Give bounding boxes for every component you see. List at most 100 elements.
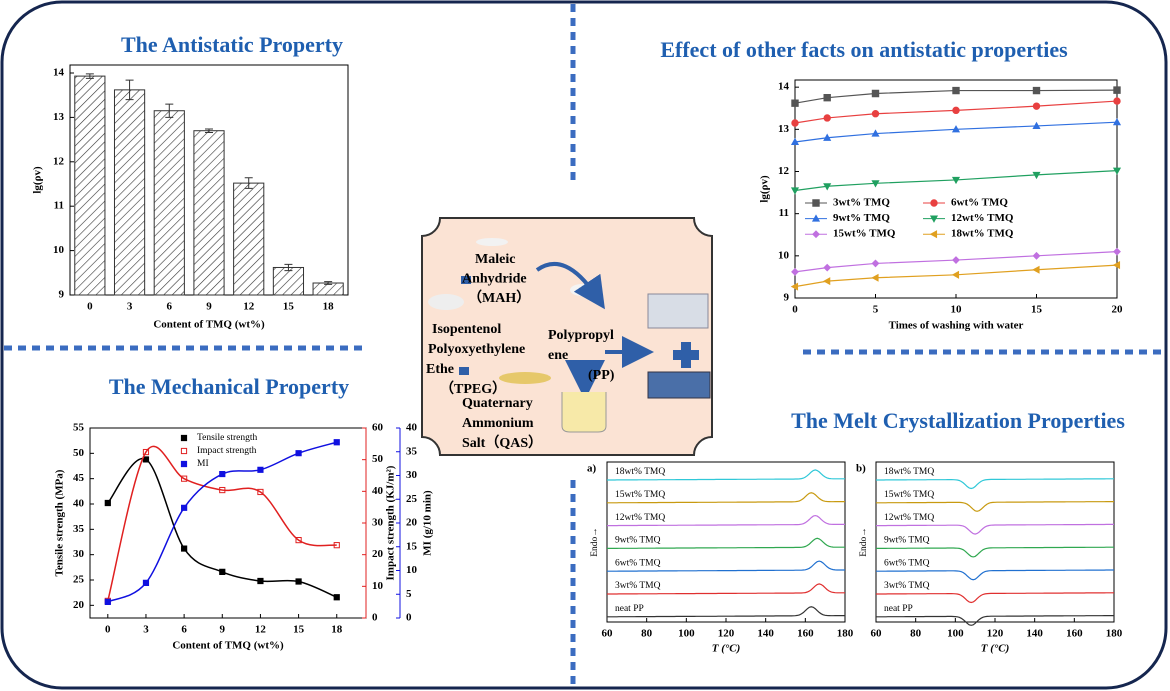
y-tick-label: 35 (73, 523, 85, 535)
x-tick-label: 18 (323, 301, 335, 313)
x-tick-label: 12 (243, 301, 255, 313)
y-tick-label: 60 (372, 422, 384, 434)
x-axis-label: T (°C) (712, 643, 741, 655)
marker (104, 499, 111, 507)
marker (823, 133, 832, 141)
series-line (794, 170, 1118, 192)
legend-marker (180, 460, 188, 468)
marker (871, 273, 879, 282)
marker (791, 99, 799, 107)
diagram-label: Ammonium (462, 416, 534, 431)
curve-label: 18wt% TMQ (615, 467, 665, 477)
curve-label: 9wt% TMQ (615, 536, 661, 546)
y-tick-label: 20 (406, 517, 418, 529)
y-tick-label: 11 (54, 200, 64, 212)
diagram-label: ene (548, 348, 568, 363)
diagram-label: Polypropyl (548, 328, 614, 343)
y-tick-label: 50 (73, 447, 85, 459)
marker (257, 488, 264, 496)
x-tick-label: 18 (331, 624, 343, 636)
diagram-label: Isopentenol (432, 322, 501, 337)
x-axis-label: T (°C) (981, 643, 1010, 655)
marker (951, 270, 960, 279)
legend-label: 6wt% TMQ (951, 197, 1008, 209)
marker (871, 180, 880, 188)
marker (823, 183, 832, 191)
marker (142, 579, 150, 586)
y-tick-label: 0 (372, 612, 378, 624)
x-tick-label: 120 (718, 628, 735, 640)
x-tick-label: 0 (105, 624, 111, 636)
marker (1113, 86, 1121, 94)
y-tick-label: 13 (778, 123, 790, 135)
marker (219, 568, 226, 575)
dsc-curve (876, 523, 1114, 535)
dsc-curve (607, 469, 845, 481)
marker (952, 86, 960, 95)
y-axis-label: Endo→ (859, 527, 869, 557)
x-tick-label: 10 (951, 304, 963, 316)
error-bar (165, 103, 174, 118)
legend-marker (929, 230, 938, 239)
series-line (794, 89, 1118, 104)
x-tick-label: 15 (283, 301, 295, 313)
series-curve (107, 457, 338, 598)
x-tick-label: 80 (910, 628, 922, 640)
y-tick-label: 40 (73, 498, 85, 510)
x-tick-label: 140 (1026, 628, 1043, 640)
y-tick-label: 35 (406, 445, 418, 457)
error-bar (125, 79, 134, 101)
x-tick-label: 180 (1106, 628, 1123, 640)
y-tick-label: 40 (406, 422, 418, 434)
y-tick-label: 5 (406, 588, 412, 600)
dsc-curve (607, 560, 845, 572)
diagram-label: Maleic (475, 252, 515, 267)
dsc-curve (607, 606, 845, 618)
y-tick-label: 12 (53, 155, 65, 167)
y-tick-label: 11 (779, 207, 789, 219)
section-title: The Melt Crystallization Properties (791, 408, 1125, 433)
process-diagram (421, 217, 713, 456)
x-tick-label: 60 (602, 628, 614, 640)
marker (791, 267, 799, 276)
marker (871, 110, 880, 118)
marker (333, 542, 340, 549)
curve-label: 3wt% TMQ (884, 581, 930, 591)
marker (104, 598, 111, 605)
legend-marker (812, 199, 820, 207)
curve-label: neat PP (884, 604, 913, 614)
marker (823, 263, 832, 272)
x-tick-label: 9 (220, 624, 226, 636)
series-line (794, 251, 1118, 273)
marker (142, 456, 150, 463)
diagram-label: Polyoxyethylene (428, 342, 525, 357)
dsc-curve (876, 501, 1114, 512)
y-tick-label: 25 (73, 574, 85, 586)
legend-label: 15wt% TMQ (833, 228, 896, 240)
x-tick-label: 160 (797, 628, 814, 640)
y-axis-label: lg(ρv) (32, 166, 44, 194)
marker (951, 176, 961, 185)
error-bar (85, 73, 94, 79)
x-tick-label: 15 (1031, 304, 1043, 316)
curve-label: 15wt% TMQ (615, 490, 665, 500)
curve-label: neat PP (615, 604, 644, 614)
legend-label: 12wt% TMQ (951, 212, 1014, 224)
marker (1112, 117, 1122, 126)
y-tick-label: 10 (372, 580, 384, 592)
diagram-label: Salt（QAS） (462, 435, 542, 451)
legend-marker (929, 215, 939, 223)
y-tick-label: 25 (406, 493, 418, 505)
section-title: The Mechanical Property (109, 374, 349, 399)
x-tick-label: 120 (987, 628, 1004, 640)
x-tick-label: 3 (143, 624, 149, 636)
legend-label: 9wt% TMQ (833, 212, 890, 224)
section-title: Effect of other facts on antistatic prop… (660, 37, 1068, 62)
marker (295, 537, 302, 544)
bar (233, 182, 265, 296)
legend-marker (180, 447, 188, 455)
legend-label: 3wt% TMQ (833, 197, 890, 209)
marker (181, 504, 188, 511)
dsc-curve (607, 537, 845, 549)
y-tick-label: 9 (59, 289, 65, 301)
